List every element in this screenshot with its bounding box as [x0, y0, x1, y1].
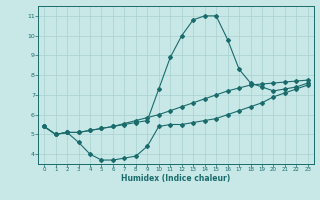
- X-axis label: Humidex (Indice chaleur): Humidex (Indice chaleur): [121, 174, 231, 183]
